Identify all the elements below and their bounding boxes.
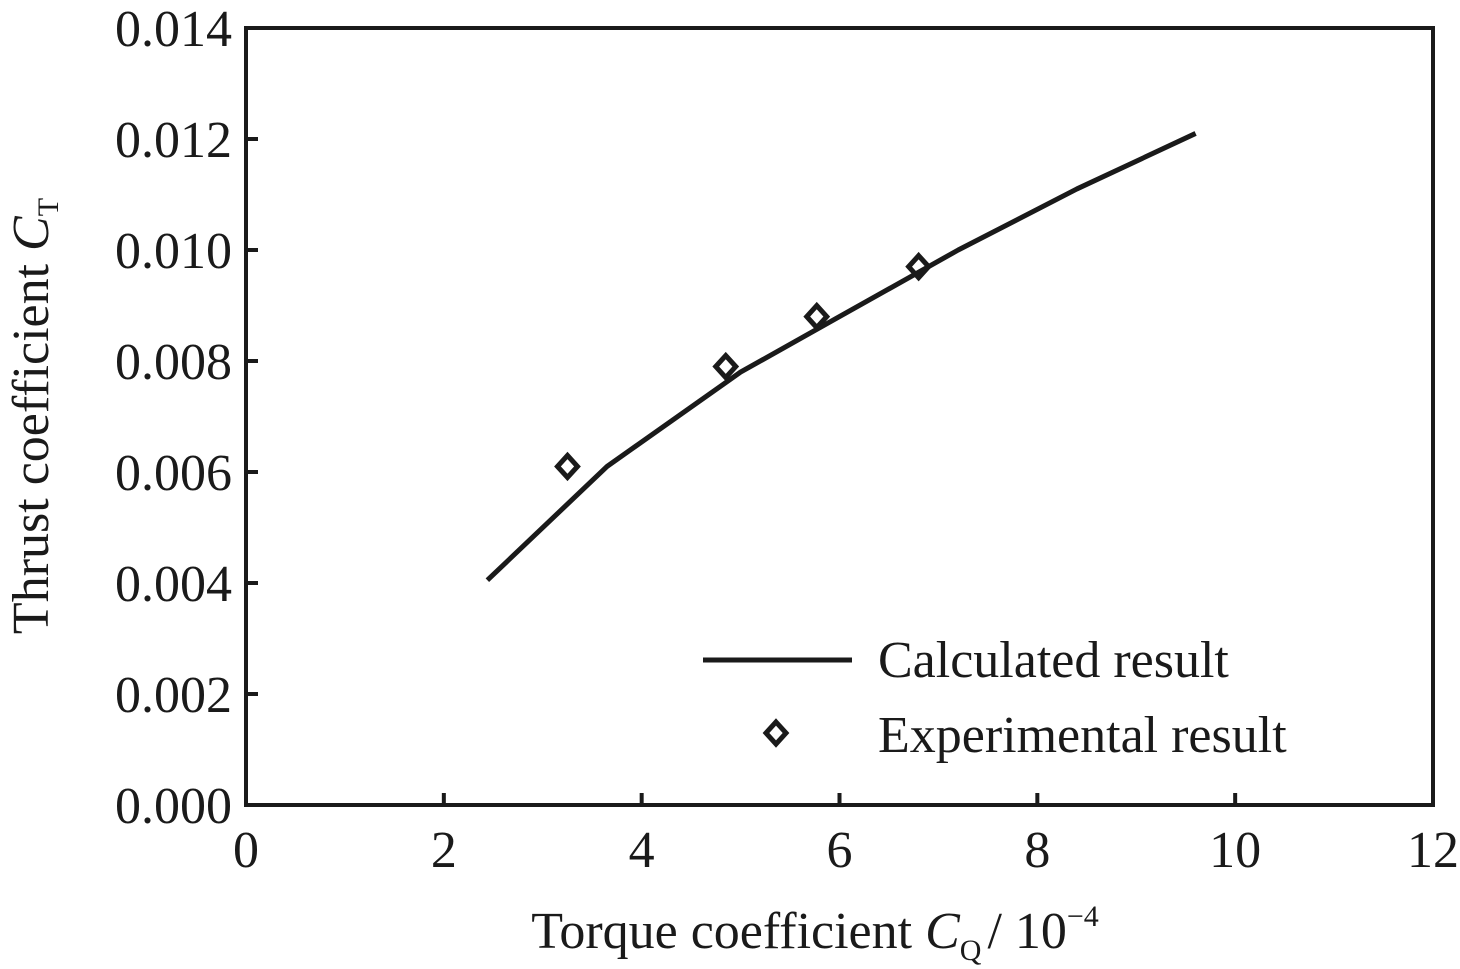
- calculated-result-line: [485, 131, 1197, 583]
- experimental-point: [554, 451, 581, 482]
- y-tick-label: 0.004: [115, 556, 232, 613]
- y-tick-label: 0.014: [115, 1, 232, 58]
- experimental-point: [803, 301, 831, 332]
- plot-frame: [244, 26, 1435, 807]
- experimental-point: [712, 351, 740, 382]
- legend-label-experimental: Experimental result: [878, 707, 1287, 764]
- y-tick-label: 0.006: [115, 445, 232, 502]
- y-tick-label: 0.000: [115, 778, 232, 835]
- x-axis-label: Torque coefficient CQ/ 10−4: [531, 900, 1099, 967]
- y-tick-label: 0.010: [115, 223, 232, 280]
- y-tick-label: 0.002: [115, 667, 232, 724]
- x-tick-label: 0: [233, 822, 259, 879]
- legend-diamond-swatch: [762, 718, 790, 748]
- x-tick-label: 4: [629, 822, 655, 879]
- y-tick-label: 0.012: [115, 112, 232, 169]
- x-tick-label: 2: [431, 822, 457, 879]
- x-tick-label: 6: [827, 822, 853, 879]
- legend: Calculated result Experimental result: [703, 632, 1287, 764]
- x-tick-label: 12: [1407, 822, 1459, 879]
- y-axis-label: Thrust coefficient CT: [3, 198, 65, 634]
- legend-label-calculated: Calculated result: [878, 632, 1229, 689]
- x-tick-label: 8: [1024, 822, 1050, 879]
- x-tick-label: 10: [1209, 822, 1261, 879]
- experimental-point: [905, 251, 933, 282]
- y-tick-label: 0.008: [115, 334, 232, 391]
